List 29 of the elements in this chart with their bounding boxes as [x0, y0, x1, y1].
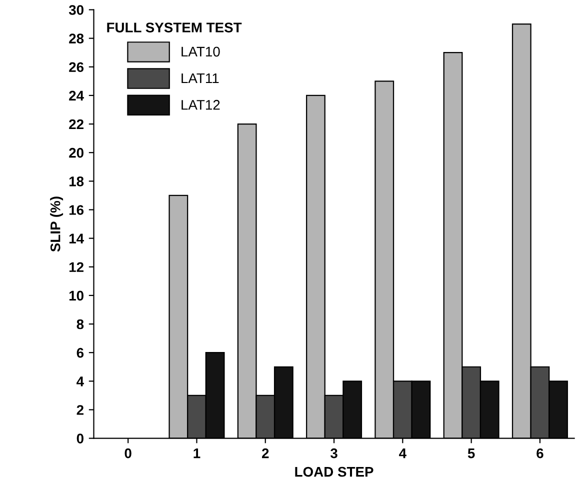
x-tick-label: 0	[124, 448, 132, 458]
x-tick-label: 2	[262, 448, 269, 458]
y-tick-label: 24	[69, 90, 84, 100]
legend-title: FULL SYSTEM TEST	[107, 22, 242, 32]
y-tick-label: 8	[76, 319, 84, 330]
y-tick-label: 16	[69, 205, 84, 215]
x-tick-label: 5	[468, 448, 475, 458]
y-tick-label: 20	[69, 148, 84, 158]
x-tick-label: 4	[399, 448, 406, 458]
legend-label: LAT11	[182, 73, 219, 84]
y-tick-label: 28	[69, 34, 84, 44]
y-axis-title: SLIP (%)	[50, 196, 64, 252]
legend-label: LAT10	[182, 46, 220, 57]
x-tick-label: 1	[194, 448, 200, 458]
y-tick-label: 2	[76, 405, 84, 415]
y-tick-label: 22	[69, 119, 84, 130]
y-tick-label: 10	[69, 290, 84, 301]
y-tick-label: 14	[69, 234, 84, 244]
x-tick-label: 6	[536, 448, 544, 458]
y-tick-label: 30	[68, 5, 84, 15]
x-axis-title: LOAD STEP	[295, 466, 374, 477]
y-tick-label: 26	[69, 62, 84, 72]
y-tick-label: 18	[69, 176, 84, 186]
legend-label: LAT12	[182, 100, 220, 110]
x-tick-label: 3	[330, 448, 338, 458]
y-tick-label: 0	[76, 434, 84, 444]
y-tick-label: 4	[76, 376, 84, 386]
y-tick-label: 6	[76, 348, 84, 358]
y-tick-label: 12	[69, 262, 84, 272]
